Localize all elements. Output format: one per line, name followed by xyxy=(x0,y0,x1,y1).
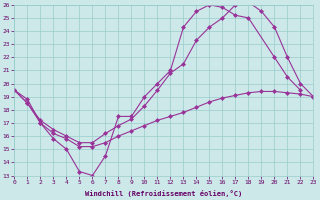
X-axis label: Windchill (Refroidissement éolien,°C): Windchill (Refroidissement éolien,°C) xyxy=(85,190,243,197)
